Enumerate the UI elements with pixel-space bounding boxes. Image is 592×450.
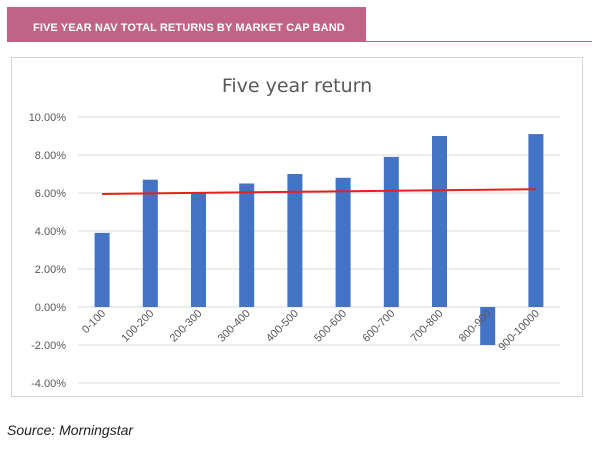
x-tick-label: 400-500 bbox=[264, 308, 301, 345]
x-tick-label: 600-700 bbox=[360, 308, 397, 345]
x-tick-label: 0-100 bbox=[80, 308, 108, 336]
x-tick-label: 700-800 bbox=[409, 308, 446, 345]
y-axis-tick-labels: -4.00% -2.00% 0.00% 2.00% 4.00% 6.00% 8.00% 10.… bbox=[29, 112, 67, 390]
x-tick-label: 300-400 bbox=[216, 308, 253, 345]
bar bbox=[287, 174, 303, 307]
bar bbox=[528, 134, 544, 307]
x-tick-label: 500-600 bbox=[312, 308, 349, 345]
chart-container: -4.00% -2.00% 0.00% 2.00% 4.00% 6.00% 8.00% 10.… bbox=[11, 57, 583, 397]
header-title: FIVE YEAR NAV TOTAL RETURNS BY MARKET CA… bbox=[33, 22, 345, 34]
x-tick-label: 900-10000 bbox=[496, 308, 542, 354]
y-tick-label: 8.00% bbox=[35, 150, 66, 162]
x-tick-label: 100-200 bbox=[119, 308, 156, 345]
y-tick-label: 2.00% bbox=[35, 264, 66, 276]
header-rule bbox=[366, 41, 592, 42]
source-note: Source: Morningstar bbox=[7, 422, 134, 438]
trendline bbox=[102, 188, 536, 195]
y-tick-label: 6.00% bbox=[35, 188, 66, 200]
bar-chart: -4.00% -2.00% 0.00% 2.00% 4.00% 6.00% 8.00% 10.… bbox=[29, 75, 560, 390]
bar bbox=[191, 193, 206, 307]
bar bbox=[335, 177, 351, 307]
bar bbox=[142, 179, 158, 307]
chart-title: Five year return bbox=[222, 75, 372, 97]
y-tick-label: 4.00% bbox=[35, 226, 66, 238]
bar bbox=[383, 156, 399, 307]
header-banner: FIVE YEAR NAV TOTAL RETURNS BY MARKET CA… bbox=[7, 7, 366, 42]
y-tick-label: 0.00% bbox=[35, 302, 66, 314]
bar bbox=[94, 232, 110, 307]
bar bbox=[432, 136, 447, 307]
y-tick-label: 10.00% bbox=[29, 112, 67, 124]
x-tick-label: 200-300 bbox=[168, 308, 205, 345]
trendline-layer bbox=[102, 188, 536, 195]
bars bbox=[94, 134, 544, 345]
bar bbox=[480, 307, 496, 345]
x-axis-tick-labels: 0-100 100-200 200-300 300-400 400-500 500-600… bbox=[80, 308, 542, 354]
bar bbox=[239, 183, 255, 307]
y-tick-label: -2.00% bbox=[31, 340, 66, 352]
y-tick-label: -4.00% bbox=[31, 378, 66, 390]
